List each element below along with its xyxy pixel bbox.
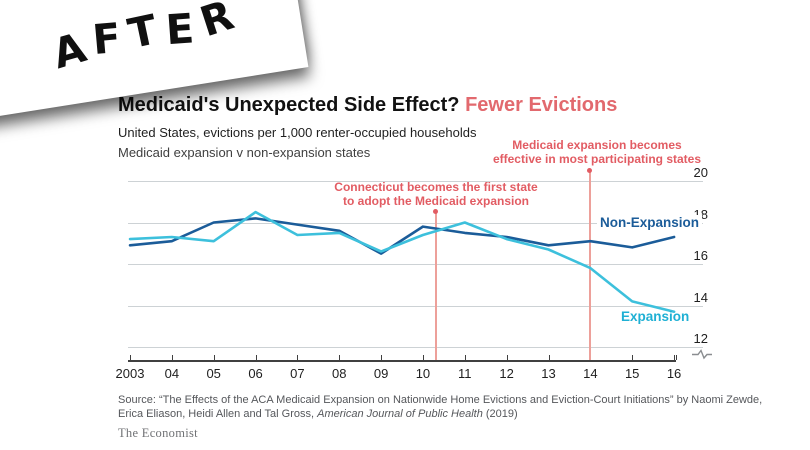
source-line2-authors: Erica Eliason, Heidi Allen and Tal Gross… — [118, 407, 318, 420]
x-axis-tick — [297, 355, 299, 360]
x-axis-tick-label: 08 — [332, 366, 347, 381]
x-axis-tick-label: 14 — [583, 366, 598, 381]
y-gridline — [128, 222, 703, 224]
series-label-expansion: Expansion — [621, 309, 690, 324]
x-axis-tick-label: 09 — [373, 366, 389, 381]
chart-subtitle: United States, evictions per 1,000 rente… — [118, 125, 477, 140]
event-line — [434, 213, 437, 360]
x-axis-tick-label: 16 — [666, 366, 682, 381]
x-axis-tick-label: 15 — [624, 366, 640, 381]
axis-break-icon — [692, 349, 712, 360]
y-gridline — [128, 264, 703, 265]
x-axis-tick-label: 10 — [415, 366, 431, 381]
series-line-expansion — [128, 210, 676, 314]
x-axis-tick — [171, 355, 173, 360]
x-axis-tick-label: 06 — [248, 366, 263, 381]
event-line-dot — [587, 168, 593, 173]
source-line2: Erica Eliason, Heidi Allen and Tal Gross… — [118, 408, 762, 422]
x-axis-tick-label: 07 — [290, 366, 305, 381]
annotation-effective-line2: effective in most participating states — [492, 152, 702, 166]
x-axis-line — [128, 360, 676, 362]
annotation-effective: Medicaid expansion becomes effective in … — [457, 138, 737, 166]
x-axis-end-tick — [676, 355, 677, 360]
y-axis-tick-label: 14 — [693, 289, 708, 305]
source-note: Source: “The Effects of the ACA Medicaid… — [118, 394, 762, 421]
x-axis-tick — [464, 355, 466, 360]
y-gridline — [128, 181, 703, 182]
x-axis-tick-label: 11 — [458, 366, 472, 381]
source-journal-name: American Journal of Public Health — [317, 407, 483, 420]
annotation-connecticut-line1: Connecticut becomes the first state — [334, 180, 538, 194]
x-axis-tick-label: 13 — [541, 366, 556, 381]
annotation-connecticut: Connecticut becomes the first state to a… — [296, 180, 576, 208]
event-line — [589, 172, 592, 360]
x-axis-tick-label: 12 — [499, 366, 514, 381]
x-axis-tick-label: 2003 — [115, 366, 145, 381]
annotation-effective-line1: Medicaid expansion becomes — [512, 138, 682, 152]
event-line-dot — [432, 209, 438, 214]
page-title: Medicaid's Unexpected Side Effect? Fewer… — [118, 94, 617, 117]
x-axis-tick — [632, 355, 634, 360]
x-axis-tick — [548, 355, 550, 360]
annotation-connecticut-line2: to adopt the Medicaid expansion — [342, 194, 530, 208]
x-axis-tick-label: 05 — [206, 366, 221, 381]
x-axis-tick-label: 04 — [164, 366, 180, 381]
y-axis-tick-label: 16 — [693, 248, 708, 263]
chart-header: Medicaid's Unexpected Side Effect? Fewer… — [118, 94, 617, 160]
series-label-non-expansion: Non-Expansion — [597, 215, 703, 230]
y-axis-tick-label: 12 — [693, 331, 708, 346]
x-axis-tick — [255, 355, 257, 360]
y-gridline — [128, 347, 703, 348]
x-axis-tick — [213, 355, 215, 360]
series-line-non-expansion — [128, 217, 676, 255]
y-gridline — [128, 305, 703, 307]
x-axis-tick — [130, 355, 131, 360]
x-axis-tick — [674, 355, 676, 360]
chart-comparison-line: Medicaid expansion v non-expansion state… — [118, 145, 371, 160]
publisher-brand: The Economist — [118, 426, 198, 440]
title-black-part: Medicaid's Unexpected Side Effect? — [118, 94, 466, 116]
source-year: (2019) — [482, 407, 518, 420]
x-axis-tick — [381, 355, 383, 360]
x-axis-tick — [506, 355, 508, 360]
x-axis-tick — [339, 355, 341, 360]
after-banner-label: AFTER — [47, 0, 247, 78]
source-line1: Source: “The Effects of the ACA Medicaid… — [118, 394, 763, 406]
y-axis-tick-label: 20 — [693, 165, 708, 180]
x-axis-tick — [422, 355, 424, 360]
title-red-part: Fewer Evictions — [465, 94, 618, 116]
